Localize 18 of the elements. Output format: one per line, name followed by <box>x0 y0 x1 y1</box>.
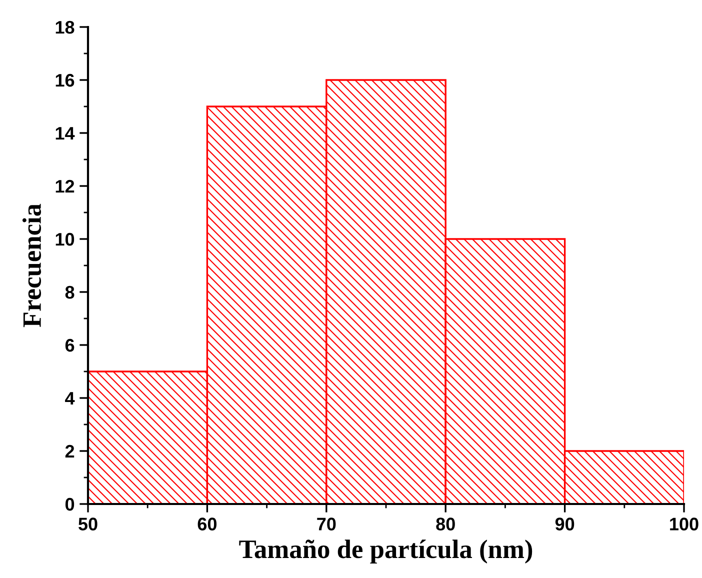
x-tick-label: 50 <box>78 518 98 530</box>
y-tick-label: 18 <box>56 20 74 34</box>
y-tick-label: 2 <box>65 444 74 458</box>
x-tick-label: 70 <box>317 518 336 530</box>
y-tick-label: 0 <box>65 498 74 511</box>
y-tick-label: 4 <box>65 392 75 405</box>
y-tick-label: 14 <box>56 127 75 140</box>
y-tick-label: 16 <box>56 74 74 87</box>
x-tick-label: 60 <box>198 518 217 530</box>
x-tick-label: 90 <box>555 518 574 530</box>
y-tick-label: 6 <box>65 338 74 352</box>
x-axis-title: Tamaño de partícula (nm) <box>239 540 532 564</box>
y-tick-label: 8 <box>65 286 74 299</box>
x-tick-label: 80 <box>436 518 455 530</box>
x-tick-label: 100 <box>670 518 698 530</box>
y-axis-title: Frecuencia <box>22 204 42 328</box>
y-tick-label: 12 <box>56 180 74 193</box>
y-tick-label: 10 <box>56 232 74 246</box>
